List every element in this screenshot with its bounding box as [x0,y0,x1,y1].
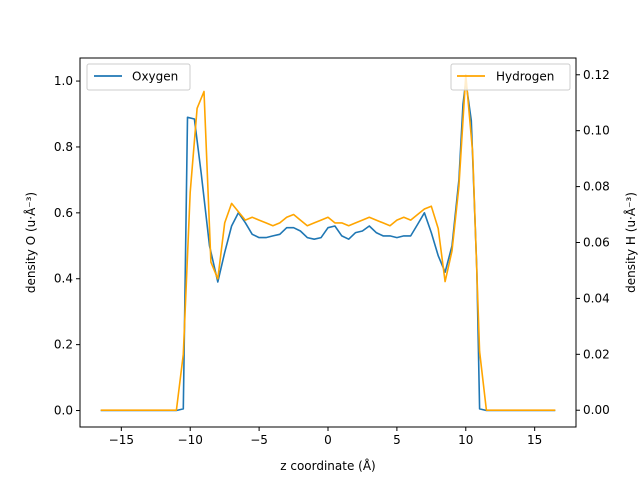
x-tick-label: 15 [527,433,542,447]
left-y-tick-label: 0.6 [54,206,73,220]
left-y-tick-label: 0.2 [54,338,73,352]
left-y-axis: 0.0 0.2 0.4 0.6 0.8 1.0 [54,74,80,418]
legend-oxygen-label: Oxygen [132,70,178,84]
right-y-tick-label: 0.04 [583,291,610,305]
legend-hydrogen-box [450,63,571,91]
left-y-axis-label: density O (u·Å⁻³) [23,192,38,293]
series-line-hydrogen [100,74,556,412]
x-tick-label: 10 [458,433,473,447]
right-y-tick-label: 0.10 [583,124,610,138]
right-y-tick-label: 0.06 [583,236,610,250]
series-line-oxygen [100,80,556,412]
right-y-tick-label: 0.02 [583,347,610,361]
plot-lines [100,74,556,412]
right-y-axis-label: density H (u·Å⁻³) [623,192,638,293]
x-tick-label: 0 [324,433,332,447]
x-axis: −15 −10 −5 0 5 10 15 [109,427,542,447]
legend-hydrogen: Hydrogen [450,63,571,91]
x-tick-label: −15 [109,433,134,447]
legend-oxygen-box [86,63,191,91]
x-tick-label: 5 [393,433,401,447]
right-y-tick-label: 0.08 [583,180,610,194]
x-tick-label: −10 [178,433,203,447]
right-y-tick-label: 0.00 [583,403,610,417]
left-y-tick-label: 1.0 [54,74,73,88]
x-axis-label: z coordinate (Å) [280,458,376,473]
legend-hydrogen-label: Hydrogen [496,70,554,84]
left-y-tick-label: 0.4 [54,272,73,286]
right-y-axis: 0.00 0.02 0.04 0.06 0.08 0.10 0.12 [576,68,610,417]
right-y-tick-label: 0.12 [583,68,610,82]
left-y-tick-label: 0.8 [54,140,73,154]
x-tick-label: −5 [250,433,268,447]
left-y-tick-label: 0.0 [54,404,73,418]
legend-oxygen: Oxygen [86,63,191,91]
